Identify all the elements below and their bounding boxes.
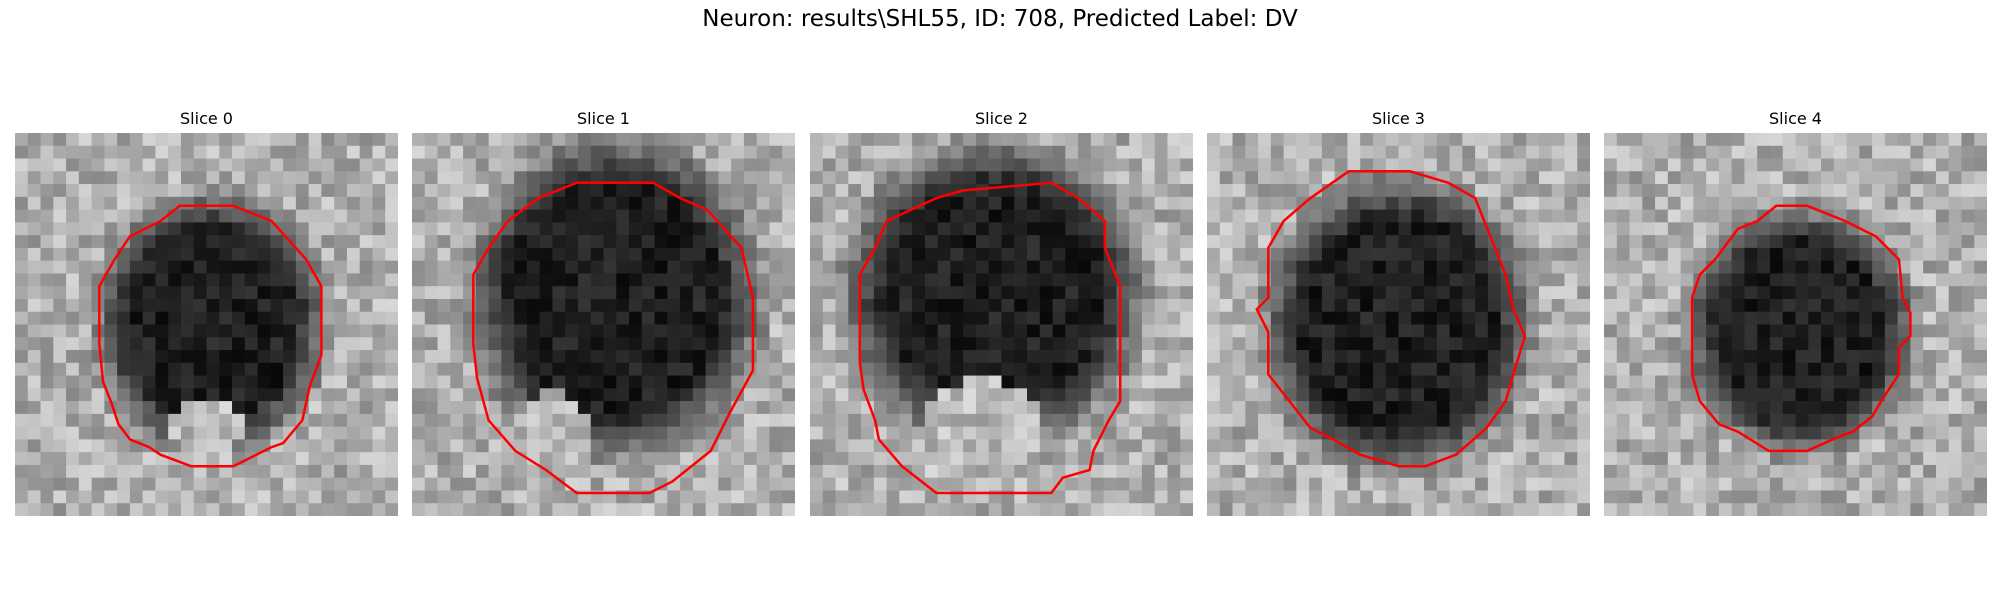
segmentation-contour-1 [472, 181, 755, 495]
slice-panel-2: Slice 2 [810, 108, 1193, 516]
slice-image-3 [1207, 133, 1590, 516]
slice-image-1 [412, 133, 795, 516]
segmentation-contour-3 [1255, 170, 1527, 468]
figure-title: Neuron: results\SHL55, ID: 708, Predicte… [702, 6, 1298, 32]
segmentation-contour-2 [858, 181, 1122, 495]
slice-title-0: Slice 0 [180, 109, 233, 128]
segmentation-contour-0 [98, 204, 323, 468]
slice-panel-4: Slice 4 [1604, 108, 1987, 516]
slice-title-1: Slice 1 [577, 109, 630, 128]
slice-panel-3: Slice 3 [1207, 108, 1590, 516]
slice-title-3: Slice 3 [1372, 109, 1425, 128]
slice-image-2 [810, 133, 1193, 516]
slice-panel-1: Slice 1 [412, 108, 795, 516]
slice-image-0 [15, 133, 398, 516]
slice-title-2: Slice 2 [975, 109, 1028, 128]
slice-panel-0: Slice 0 [15, 108, 398, 516]
slice-image-4 [1604, 133, 1987, 516]
slice-title-4: Slice 4 [1769, 109, 1822, 128]
segmentation-contour-4 [1690, 204, 1912, 453]
